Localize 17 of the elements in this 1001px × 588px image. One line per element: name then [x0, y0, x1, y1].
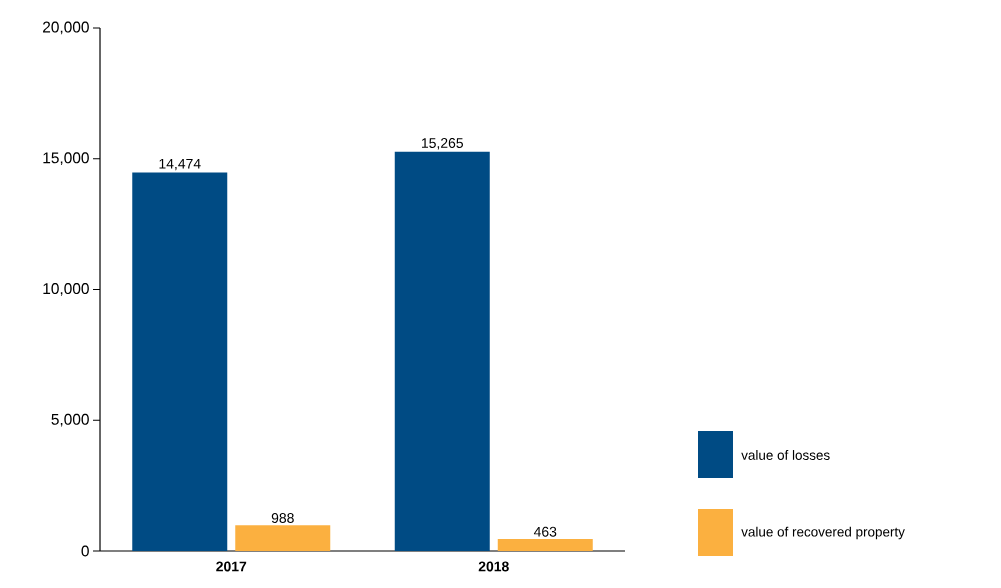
y-tick-label: 10,000 [43, 283, 89, 296]
y-tick-label: 0 [81, 545, 89, 557]
bar [394, 151, 490, 551]
data-label: 15,265 [421, 138, 463, 150]
bar [497, 538, 593, 551]
text: value of recovered property [741, 526, 905, 540]
x-tick-label: 2018 [478, 561, 509, 572]
data-label: 14,474 [159, 158, 201, 171]
data-label: 463 [533, 526, 557, 537]
data-label: 988 [271, 513, 294, 523]
bar [132, 172, 228, 551]
y-tick-label: 20,000 [43, 21, 89, 35]
y-tick-label: 5,000 [51, 413, 89, 427]
text: value of losses [741, 450, 830, 460]
y-tick-label: 15,000 [43, 152, 89, 166]
bar [235, 525, 331, 551]
x-tick-label: 2017 [216, 561, 247, 572]
